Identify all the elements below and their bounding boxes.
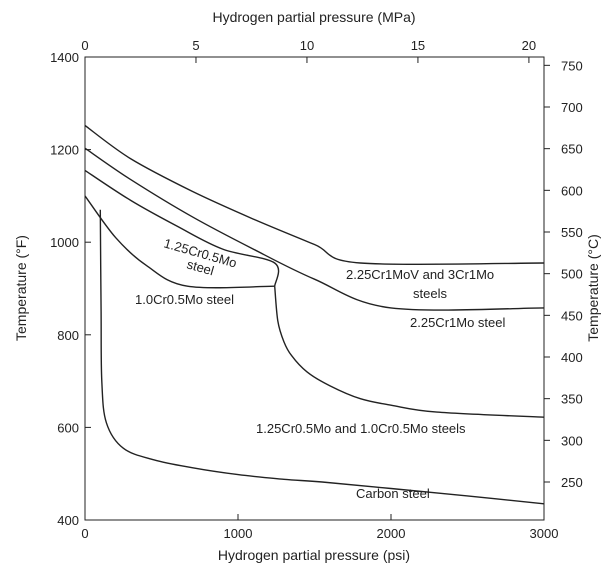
series-curve-4	[274, 286, 545, 418]
y-right-tick-label: 700	[561, 100, 583, 115]
label-crmov-line2: steels	[413, 286, 447, 301]
x-bottom-tick-label: 0	[81, 526, 88, 541]
series-curve-2	[84, 169, 280, 287]
y-right-tick-label: 750	[561, 58, 583, 73]
y-left-tick-label: 600	[57, 420, 79, 435]
x-top-tick-label: 0	[81, 38, 88, 53]
y-left-tick-label: 400	[57, 513, 79, 528]
label-cr10: 1.0Cr0.5Mo steel	[135, 292, 234, 307]
left-axis-ticks: 400 600 800 1000 1200 1400	[50, 50, 91, 528]
series-curve-5	[99, 209, 545, 505]
y-right-tick-label: 450	[561, 308, 583, 323]
y-left-tick-label: 1000	[50, 235, 79, 250]
label-combined: 1.25Cr0.5Mo and 1.0Cr0.5Mo steels	[256, 421, 466, 436]
x-top-tick-label: 10	[300, 38, 314, 53]
label-crmov-line1: 2.25Cr1MoV and 3Cr1Mo	[346, 267, 494, 282]
x-top-tick-label: 5	[192, 38, 199, 53]
curves	[84, 124, 545, 505]
bottom-axis-ticks: 0 1000 2000 3000	[81, 514, 558, 541]
x-top-tick-label: 20	[522, 38, 536, 53]
x-bottom-tick-label: 2000	[377, 526, 406, 541]
x-bottom-axis-title: Hydrogen partial pressure (psi)	[218, 547, 410, 563]
series-curve-0	[84, 124, 545, 266]
plot-area-frame	[84, 56, 545, 521]
y-right-tick-label: 500	[561, 267, 583, 282]
y-right-tick-label: 650	[561, 142, 583, 157]
x-bottom-tick-label: 3000	[530, 526, 559, 541]
x-bottom-tick-label: 1000	[224, 526, 253, 541]
y-right-tick-label: 400	[561, 350, 583, 365]
label-cr125-line2: steel	[185, 256, 216, 278]
y-left-tick-label: 1400	[50, 50, 79, 65]
right-axis-ticks: 250 300 350 400 450 500 550 600 650 700 750	[544, 58, 583, 490]
y-left-tick-label: 800	[57, 328, 79, 343]
y-right-tick-label: 300	[561, 433, 583, 448]
y-right-tick-label: 350	[561, 392, 583, 407]
series-curve-3	[84, 195, 275, 289]
y-right-axis-title: Temperature (°C)	[585, 234, 601, 342]
y-left-axis-title: Temperature (°F)	[13, 235, 29, 341]
x-top-tick-label: 15	[411, 38, 425, 53]
y-left-tick-label: 1200	[50, 143, 79, 158]
y-right-tick-label: 600	[561, 183, 583, 198]
y-right-tick-label: 550	[561, 225, 583, 240]
x-top-axis-title: Hydrogen partial pressure (MPa)	[212, 9, 415, 25]
label-carbon: Carbon steel	[356, 486, 430, 501]
label-crmo225: 2.25Cr1Mo steel	[410, 315, 505, 330]
series-curve-1	[84, 147, 545, 311]
y-right-tick-label: 250	[561, 475, 583, 490]
top-axis-ticks: 0 5 10 15 20	[81, 38, 536, 63]
